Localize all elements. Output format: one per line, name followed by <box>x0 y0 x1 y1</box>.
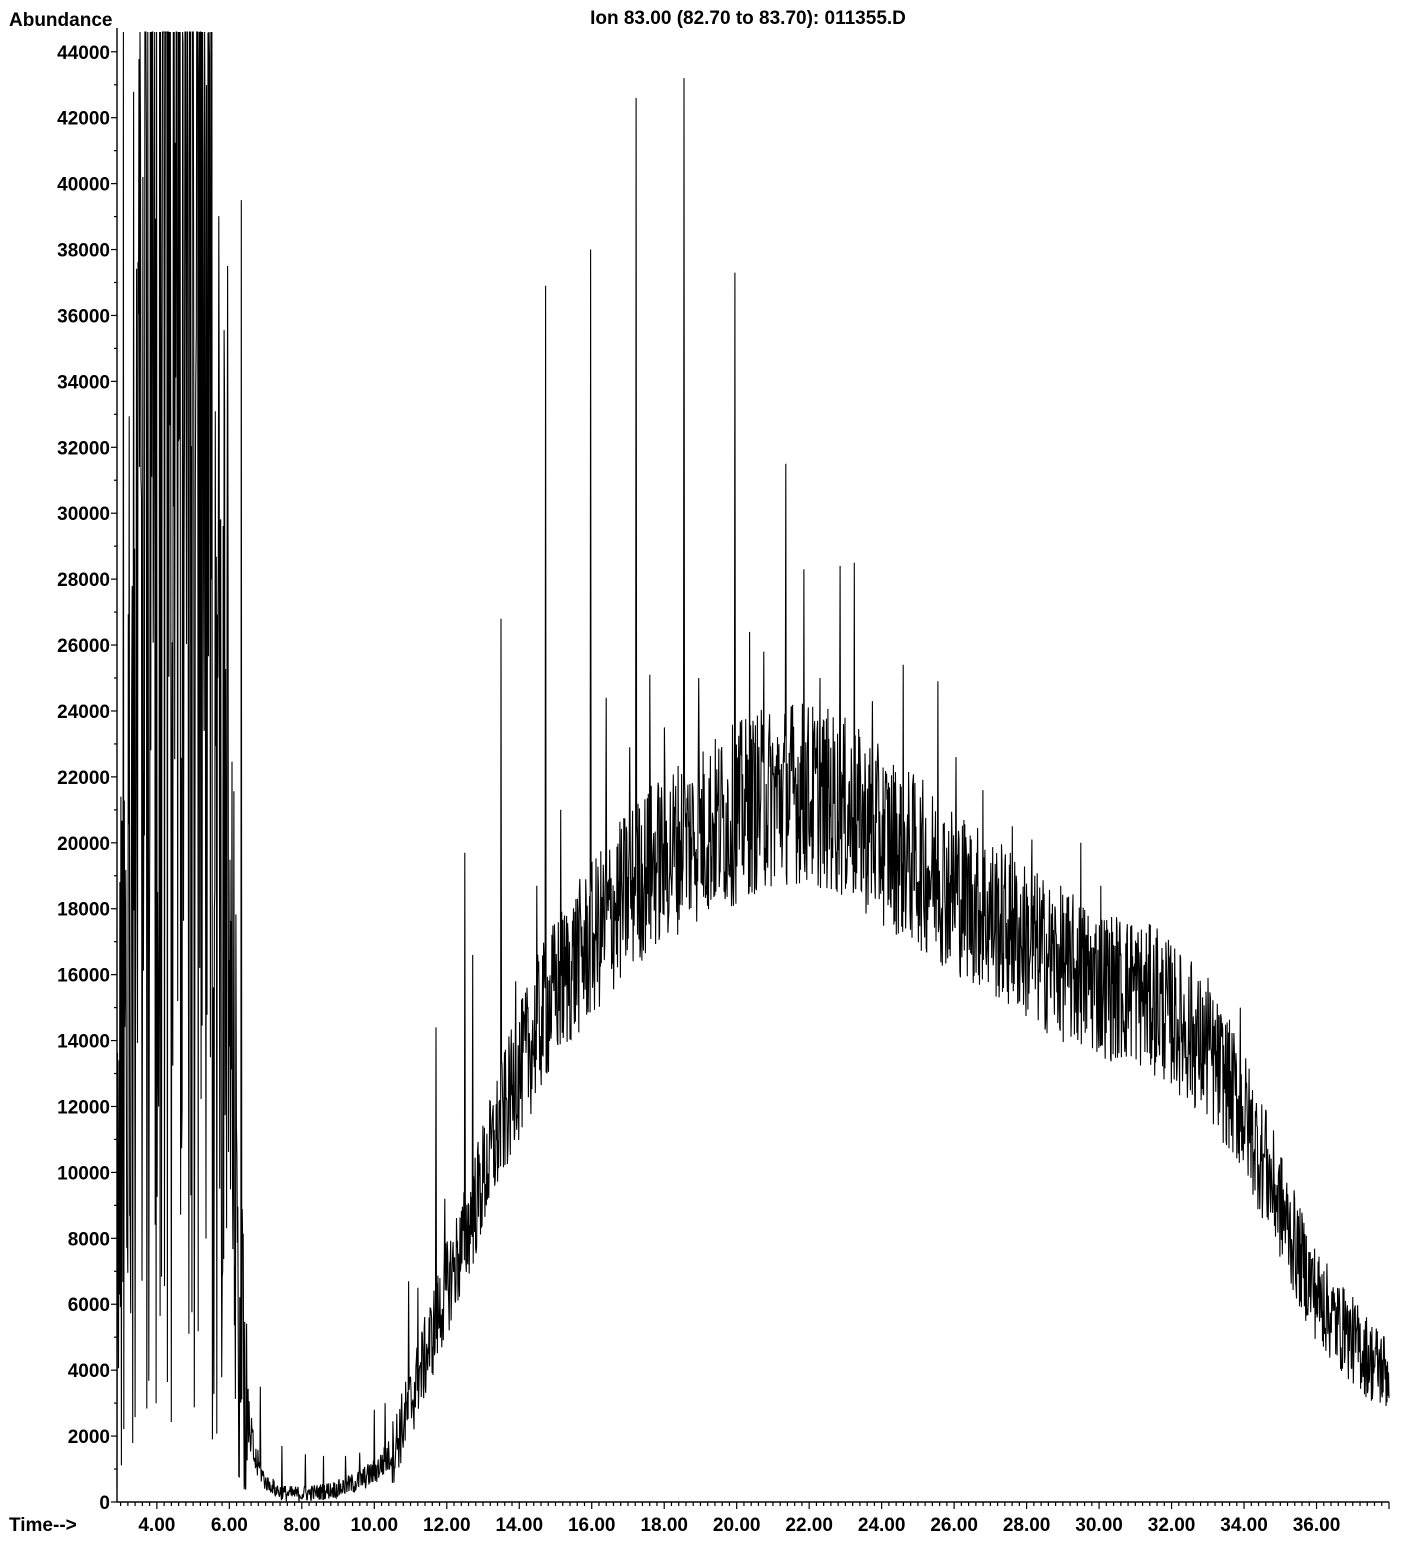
x-tick-label: 4.00 <box>138 1515 175 1536</box>
y-tick-label: 20000 <box>57 834 110 855</box>
y-tick-label: 8000 <box>68 1229 110 1250</box>
x-tick-label: 6.00 <box>211 1515 248 1536</box>
signal-trace <box>116 31 1390 1502</box>
y-tick-label: 2000 <box>68 1427 110 1448</box>
x-tick-label: 32.00 <box>1148 1515 1196 1536</box>
y-tick-label: 22000 <box>57 768 110 789</box>
y-tick-label: 34000 <box>57 372 110 393</box>
x-tick-label: 36.00 <box>1293 1515 1341 1536</box>
y-tick-label: 30000 <box>57 504 110 525</box>
x-tick-label: 10.00 <box>351 1515 399 1536</box>
x-tick-label: 28.00 <box>1003 1515 1051 1536</box>
x-tick-label: 30.00 <box>1075 1515 1123 1536</box>
y-tick-label: 12000 <box>57 1097 110 1118</box>
y-tick-label: 44000 <box>57 43 110 64</box>
chart-title: Ion 83.00 (82.70 to 83.70): 011355.D <box>590 8 906 29</box>
x-axis-label: Time--> <box>9 1515 77 1536</box>
y-axis-label: Abundance <box>9 10 112 31</box>
abundance-trace <box>116 31 1390 1502</box>
y-tick-label: 40000 <box>57 175 110 196</box>
x-tick-label: 26.00 <box>930 1515 978 1536</box>
y-tick-label: 28000 <box>57 570 110 591</box>
x-tick-label: 34.00 <box>1220 1515 1268 1536</box>
x-tick-label: 18.00 <box>640 1515 688 1536</box>
axis-ticks: 0 2000 4000 6000 8000 10000 12000 14000 16000 180… <box>57 43 1390 1536</box>
y-tick-label: 32000 <box>57 438 110 459</box>
y-tick-label: 16000 <box>57 966 110 987</box>
y-tick-label: 42000 <box>57 109 110 130</box>
x-tick-label: 16.00 <box>568 1515 616 1536</box>
x-tick-label: 20.00 <box>713 1515 761 1536</box>
y-tick-label: 24000 <box>57 702 110 723</box>
y-tick-label: 10000 <box>57 1163 110 1184</box>
y-tick-label: 38000 <box>57 241 110 262</box>
x-tick-label: 12.00 <box>423 1515 471 1536</box>
x-tick-label: 24.00 <box>858 1515 906 1536</box>
x-tick-label: 22.00 <box>785 1515 833 1536</box>
y-tick-label: 14000 <box>57 1032 110 1053</box>
y-tick-label: 18000 <box>57 900 110 921</box>
y-tick-label: 26000 <box>57 636 110 657</box>
y-tick-label: 36000 <box>57 306 110 327</box>
y-tick-label: 0 <box>99 1493 110 1514</box>
y-tick-label: 4000 <box>68 1361 110 1382</box>
x-tick-label: 8.00 <box>283 1515 320 1536</box>
y-tick-label: 6000 <box>68 1295 110 1316</box>
axes <box>116 28 1389 1503</box>
x-tick-label: 14.00 <box>495 1515 543 1536</box>
